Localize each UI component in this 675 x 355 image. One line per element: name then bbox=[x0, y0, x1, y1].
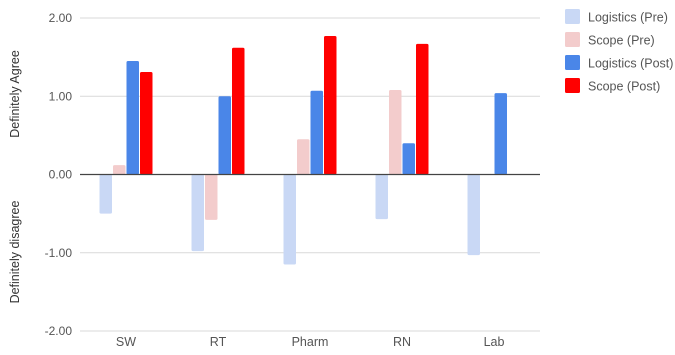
bar-sw-logistics-post bbox=[126, 61, 139, 175]
y-tick-label: -2.00 bbox=[45, 324, 73, 338]
y-tick-label: 2.00 bbox=[49, 11, 73, 25]
x-axis-categories: SW RT Pharm RN Lab bbox=[116, 335, 505, 349]
y-tick-label: 0.00 bbox=[49, 168, 73, 182]
bar-rt-logistics-post bbox=[218, 96, 231, 175]
legend: Logistics (Pre) Scope (Pre) Logistics (Pos… bbox=[565, 9, 673, 94]
legend-swatch bbox=[565, 78, 580, 93]
y-tick-label: 1.00 bbox=[49, 89, 73, 103]
y-tick-label: -1.00 bbox=[45, 246, 73, 260]
bar-rt-logistics-pre bbox=[191, 174, 204, 252]
bar-rt-scope-post bbox=[232, 47, 245, 175]
bar-pharm-scope-pre bbox=[297, 139, 310, 175]
x-category-label: RN bbox=[393, 335, 411, 349]
legend-swatch bbox=[565, 32, 580, 47]
legend-label: Scope (Pre) bbox=[588, 34, 655, 48]
bar-sw-scope-pre bbox=[113, 165, 126, 175]
gridlines bbox=[80, 17, 540, 332]
bars bbox=[99, 35, 507, 265]
legend-swatch bbox=[565, 55, 580, 70]
y-axis-label-positive: Definitely Agree bbox=[8, 50, 22, 138]
bar-sw-scope-post bbox=[140, 71, 153, 175]
bar-pharm-logistics-pre bbox=[283, 174, 296, 265]
bar-pharm-scope-post bbox=[324, 35, 337, 175]
x-category-label: Pharm bbox=[292, 335, 329, 349]
legend-label: Logistics (Pre) bbox=[588, 11, 668, 25]
y-axis-label-negative: Definitely disagree bbox=[8, 201, 22, 304]
x-category-label: RT bbox=[210, 335, 227, 349]
bar-sw-logistics-pre bbox=[99, 174, 112, 214]
legend-swatch bbox=[565, 9, 580, 24]
x-category-label: SW bbox=[116, 335, 136, 349]
bar-rn-logistics-pre bbox=[375, 174, 388, 220]
legend-label: Scope (Post) bbox=[588, 80, 660, 94]
x-category-label: Lab bbox=[484, 335, 505, 349]
bar-rn-scope-pre bbox=[389, 89, 402, 175]
bar-rn-logistics-post bbox=[402, 143, 415, 175]
bar-rt-scope-pre bbox=[205, 174, 218, 220]
bar-lab-logistics-post bbox=[494, 93, 507, 175]
legend-label: Logistics (Post) bbox=[588, 57, 673, 71]
y-axis-ticks: 2.00 1.00 0.00 -1.00 -2.00 bbox=[45, 11, 73, 338]
bar-rn-scope-post bbox=[416, 43, 429, 175]
bar-lab-logistics-pre bbox=[467, 174, 480, 256]
bar-pharm-logistics-post bbox=[310, 90, 323, 175]
